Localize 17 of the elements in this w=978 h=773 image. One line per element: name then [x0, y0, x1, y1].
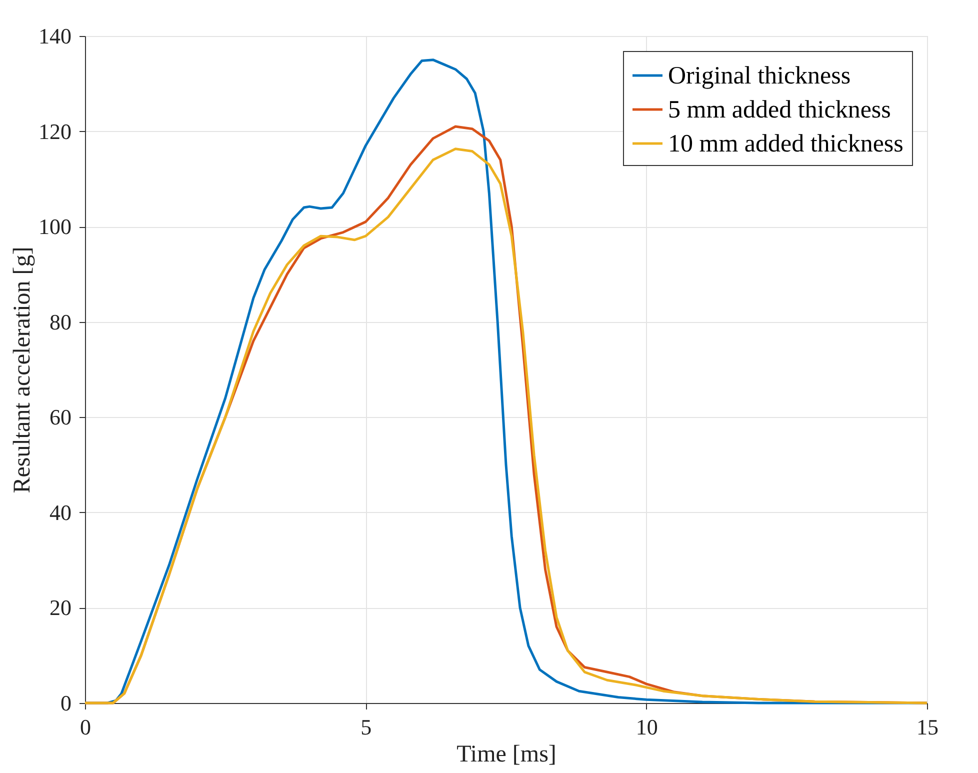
y-tick-label: 80 — [50, 309, 72, 334]
legend-label: Original thickness — [668, 62, 851, 90]
y-tick-label: 40 — [50, 500, 72, 525]
y-axis-title: Resultant acceleration [g] — [10, 246, 36, 494]
x-tick-label: 15 — [916, 714, 938, 740]
x-tick-label: 0 — [80, 714, 91, 740]
legend-label: 5 mm added thickness — [668, 96, 891, 124]
y-tick-label: 140 — [38, 24, 72, 48]
y-tick-label: 20 — [50, 595, 72, 620]
x-axis-title: Time [ms] — [456, 742, 556, 768]
y-tick-label: 0 — [60, 690, 72, 716]
y-tick-label: 60 — [50, 404, 72, 430]
x-tick-label: 5 — [360, 714, 372, 740]
x-tick-label: 10 — [636, 714, 658, 740]
legend-label: 10 mm added thickness — [668, 130, 904, 158]
y-tick-label: 100 — [38, 214, 72, 240]
y-tick-label: 120 — [38, 118, 72, 144]
